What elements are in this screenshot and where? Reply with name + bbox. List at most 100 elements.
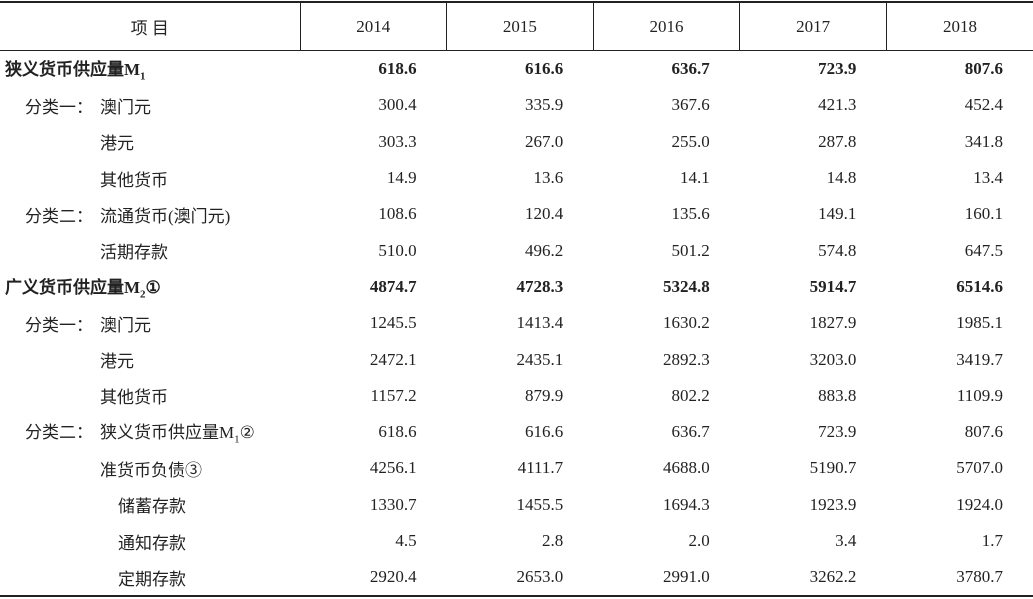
label-text: 港元 [100,134,134,154]
value-cell: 4111.7 [517,458,564,478]
value-cell: 1455.5 [516,494,564,514]
label-text: 定期存款 [118,569,186,589]
header-cell: 2015 [446,2,594,51]
row-label: 港元 [0,341,300,377]
row-group: 分类二： [25,423,93,443]
value-cell: 1985.1 [956,313,1003,333]
value-cell: 4256.1 [369,458,417,478]
header-row: 项 目 2014 2015 2016 2017 2018 [0,2,1033,51]
table-row: 其他货币 14.9 13.6 14.1 14.8 13.4 [0,160,1033,196]
row-label: 广义货币供应量M2① [0,269,300,305]
value-cell: 255.0 [671,131,710,151]
value-cell: 5324.8 [663,276,710,296]
table-row: 其他货币 1157.2 879.9 802.2 883.8 1109.9 [0,378,1033,414]
value-cell: 287.8 [818,131,857,151]
label-text: 活期存款 [100,243,168,263]
value-cell: 1923.9 [809,494,857,514]
value-cell: 1.7 [981,531,1003,550]
label-text: 狭义货币供应量M [100,423,235,443]
value-cell: 510.0 [378,240,417,260]
value-cell: 1827.9 [809,313,857,333]
row-label: 其他货币 [0,378,300,414]
value-cell: 2991.0 [663,567,710,587]
value-cell: 421.3 [818,95,857,115]
value-cell: 300.4 [378,95,417,115]
value-cell: 1694.3 [663,494,710,514]
value-cell: 341.8 [964,131,1003,151]
value-cell: 452.4 [964,95,1003,115]
value-cell: 802.2 [671,385,710,405]
row-label: 分类一： 澳门元 [0,87,300,123]
label-note: ② [239,423,255,443]
table-row: 港元 2472.1 2435.1 2892.3 3203.0 3419.7 [0,341,1033,377]
table-row: 活期存款 510.0 496.2 501.2 574.8 647.5 [0,232,1033,268]
value-cell: 5914.7 [809,276,857,296]
label-subscript: 1 [140,70,146,83]
row-label: 储蓄存款 [0,487,300,523]
table-row: 定期存款 2920.4 2653.0 2991.0 3262.2 3780.7 [0,559,1033,596]
table-row: 分类一： 澳门元 1245.5 1413.4 1630.2 1827.9 1985.1 [0,305,1033,341]
table-row: 通知存款 4.5 2.8 2.0 3.4 1.7 [0,523,1033,559]
value-cell: 501.2 [671,240,710,260]
row-label: 准货币负债③ [0,450,300,486]
value-cell: 618.6 [378,59,417,79]
row-label: 定期存款 [0,559,300,596]
value-cell: 2920.4 [369,567,417,587]
row-group: 分类一： [25,97,93,117]
row-label: 分类一： 澳门元 [0,305,300,341]
label-text: 准货币负债③ [100,460,202,480]
table-row: 广义货币供应量M2① 4874.7 4728.3 5324.8 5914.7 6514.6 [0,269,1033,305]
value-cell: 149.1 [818,204,857,224]
label-text: 其他货币 [100,170,168,190]
value-cell: 4728.3 [516,276,564,296]
value-cell: 14.9 [386,168,417,188]
value-cell: 303.3 [378,131,417,151]
table-row: 储蓄存款 1330.7 1455.5 1694.3 1923.9 1924.0 [0,487,1033,523]
value-cell: 723.9 [818,422,857,442]
value-cell: 5190.7 [809,458,857,478]
value-cell: 108.6 [378,204,417,224]
value-cell: 1330.7 [369,494,417,514]
header-cell: 2017 [739,2,887,51]
value-cell: 14.8 [826,168,857,188]
table-row: 狭义货币供应量M1 618.6 616.6 636.7 723.9 807.6 [0,51,1033,88]
value-cell: 883.8 [818,385,857,405]
table-row: 分类二： 狭义货币供应量M1② 618.6 616.6 636.7 723.9 807.6 [0,414,1033,450]
value-cell: 4.5 [395,531,417,550]
label-subscript: 1 [234,433,240,446]
value-cell: 3780.7 [956,567,1003,587]
row-label: 分类二： 狭义货币供应量M1② [0,414,300,450]
row-label: 狭义货币供应量M1 [0,51,300,88]
value-cell: 335.9 [524,95,564,115]
label-text: 澳门元 [100,97,151,117]
value-cell: 2.0 [688,531,710,550]
value-cell: 4688.0 [663,458,710,478]
row-group: 分类一： [25,315,93,335]
value-cell: 1109.9 [956,385,1003,405]
value-cell: 3262.2 [809,567,857,587]
value-cell: 723.9 [818,59,857,79]
label-note: ① [145,278,161,298]
value-cell: 636.7 [671,422,710,442]
label-text: 流通货币(澳门元) [100,206,231,226]
value-cell: 4874.7 [369,276,417,296]
table-row: 分类二： 流通货币(澳门元) 108.6 120.4 135.6 149.1 160.1 [0,196,1033,232]
value-cell: 618.6 [378,422,417,442]
row-label: 通知存款 [0,523,300,559]
row-label: 其他货币 [0,160,300,196]
label-text: 通知存款 [118,533,186,553]
value-cell: 636.7 [671,59,710,79]
row-label: 港元 [0,124,300,160]
value-cell: 3419.7 [956,349,1003,369]
value-cell: 2435.1 [516,349,564,369]
value-cell: 616.6 [524,422,564,442]
value-cell: 807.6 [964,422,1003,442]
value-cell: 1157.2 [370,385,417,405]
value-cell: 879.9 [524,385,564,405]
label-text: 储蓄存款 [118,497,186,517]
value-cell: 14.1 [680,168,710,188]
row-group: 分类二： [25,206,93,226]
value-cell: 135.6 [671,204,710,224]
